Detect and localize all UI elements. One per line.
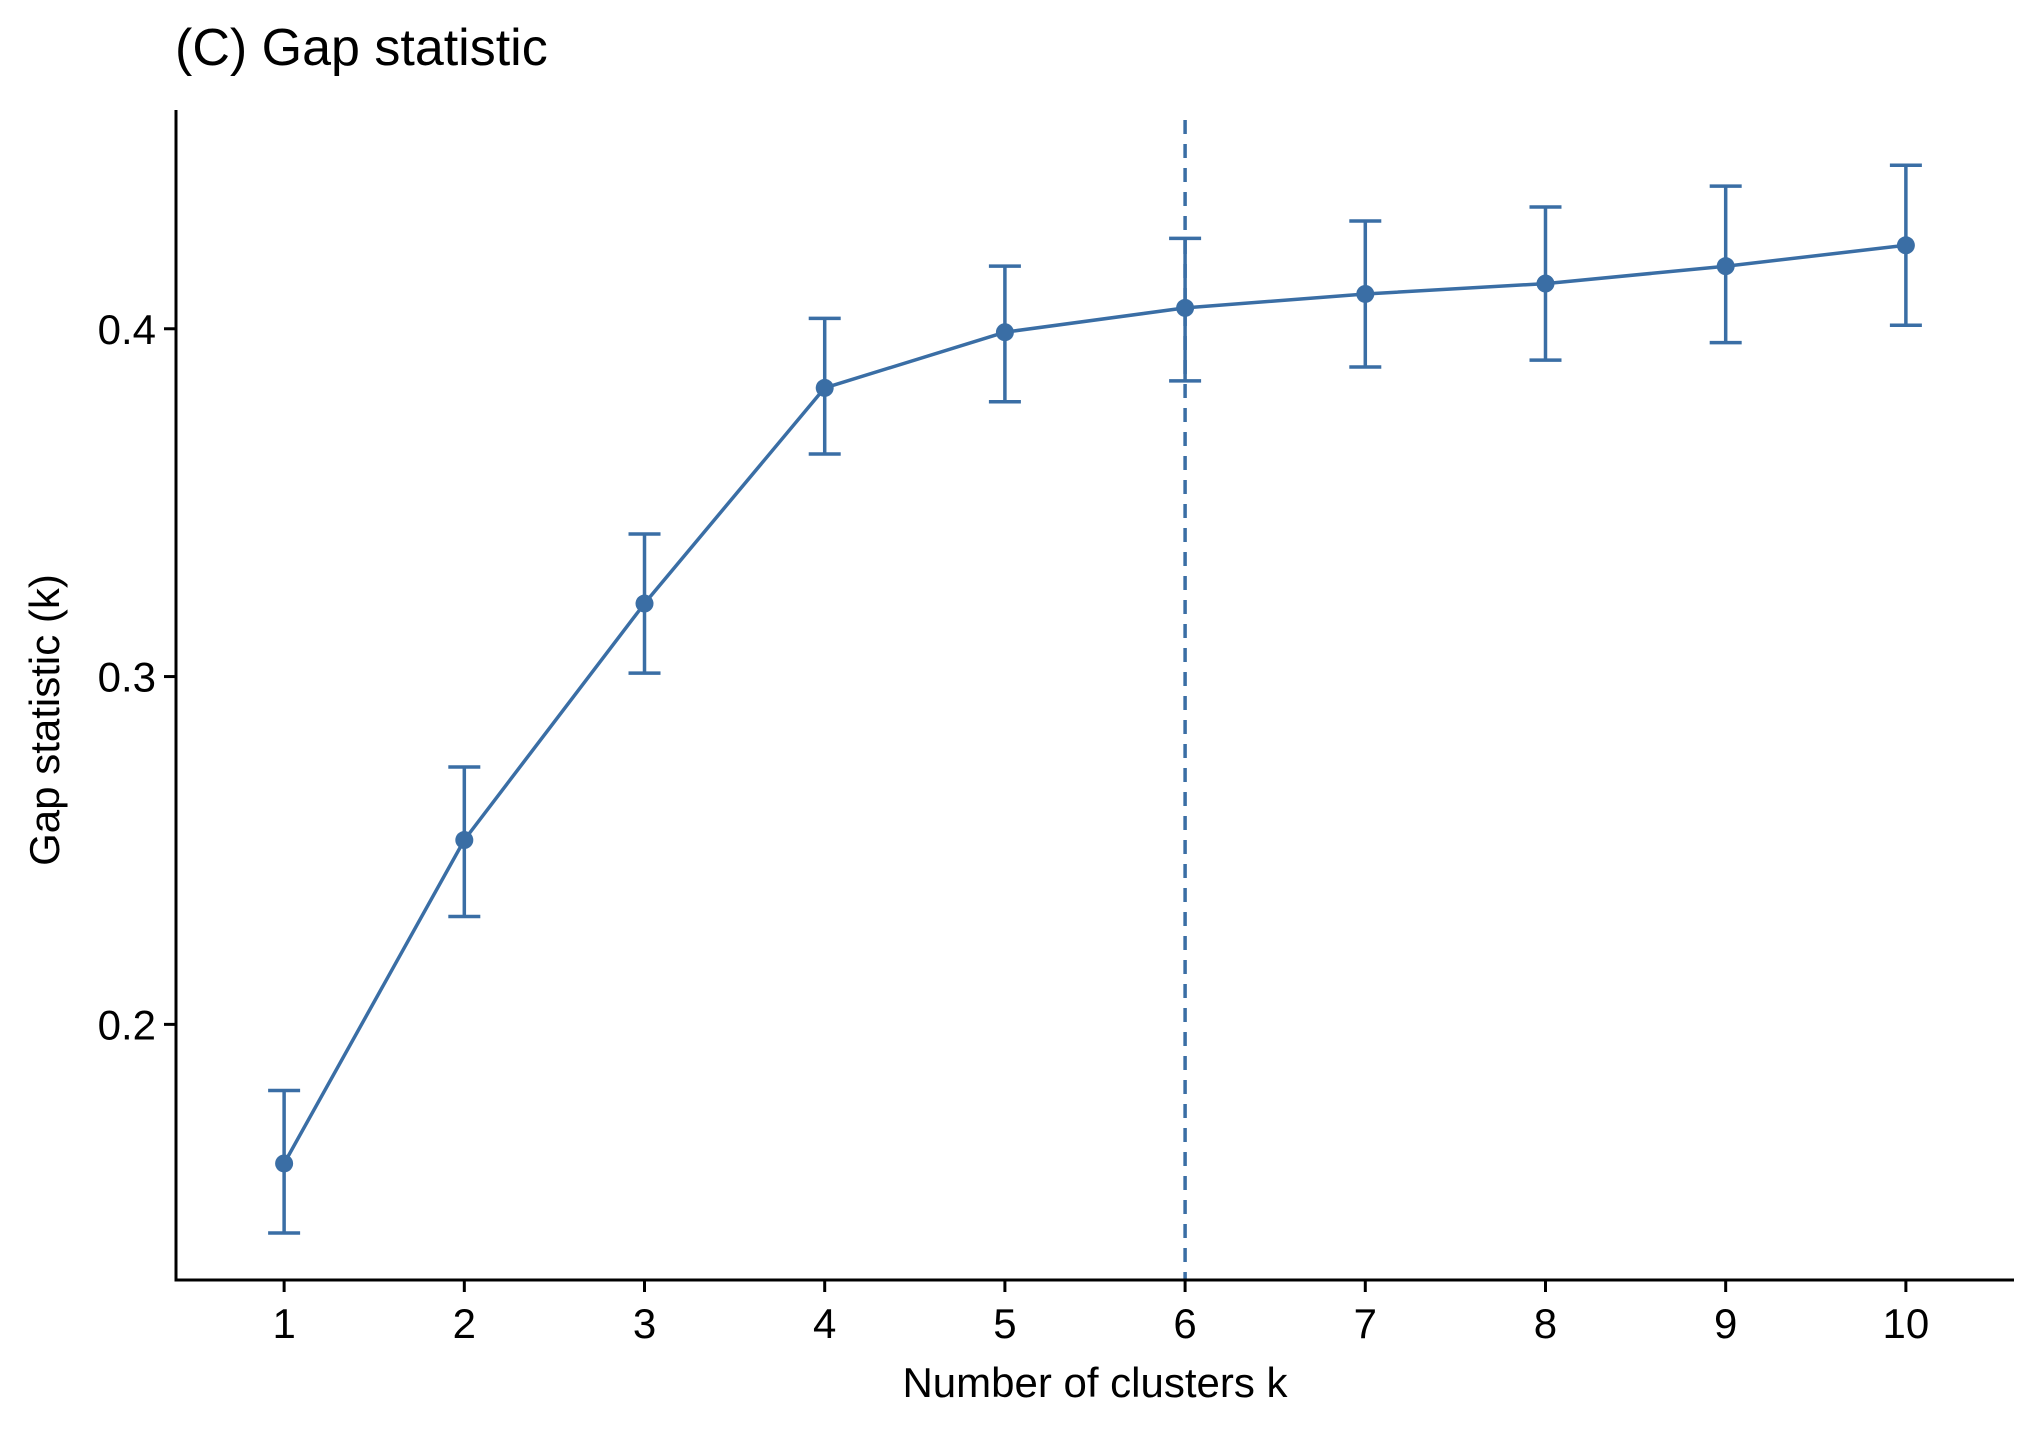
x-tick-label: 5: [993, 1300, 1016, 1347]
x-tick-label: 10: [1883, 1300, 1930, 1347]
axes: 1 2 3 4 5 6 7 8 9 10 0.2 0.3 0.4: [98, 110, 2014, 1347]
chart-title: (C) Gap statistic: [175, 19, 548, 77]
y-tick-label: 0.3: [98, 654, 156, 701]
x-tick-label: 4: [813, 1300, 836, 1347]
x-tick-label: 2: [453, 1300, 476, 1347]
y-tick-label: 0.4: [98, 306, 156, 353]
data-point-k7: [1356, 284, 1375, 303]
data-point-k2: [455, 831, 474, 850]
x-axis-title: Number of clusters k: [902, 1359, 1288, 1406]
x-tick-label: 1: [272, 1300, 295, 1347]
data-point-k6: [1176, 298, 1195, 317]
data-point-k9: [1716, 257, 1735, 276]
data-point-k1: [275, 1154, 294, 1173]
data-point-k4: [815, 378, 834, 397]
x-tick-label: 7: [1354, 1300, 1377, 1347]
data-point-k10: [1896, 236, 1915, 255]
plot-area: [268, 120, 1922, 1280]
y-axis-title: Gap statistic (k): [21, 574, 68, 866]
data-point-k3: [635, 594, 654, 613]
gap-series-line: [282, 243, 1907, 1165]
y-tick-label: 0.2: [98, 1001, 156, 1048]
x-tick-label: 9: [1714, 1300, 1737, 1347]
x-tick-label: 3: [633, 1300, 656, 1347]
data-point-k5: [995, 323, 1014, 342]
x-tick-label: 8: [1534, 1300, 1557, 1347]
data-point-k8: [1536, 274, 1555, 293]
x-tick-label: 6: [1173, 1300, 1196, 1347]
